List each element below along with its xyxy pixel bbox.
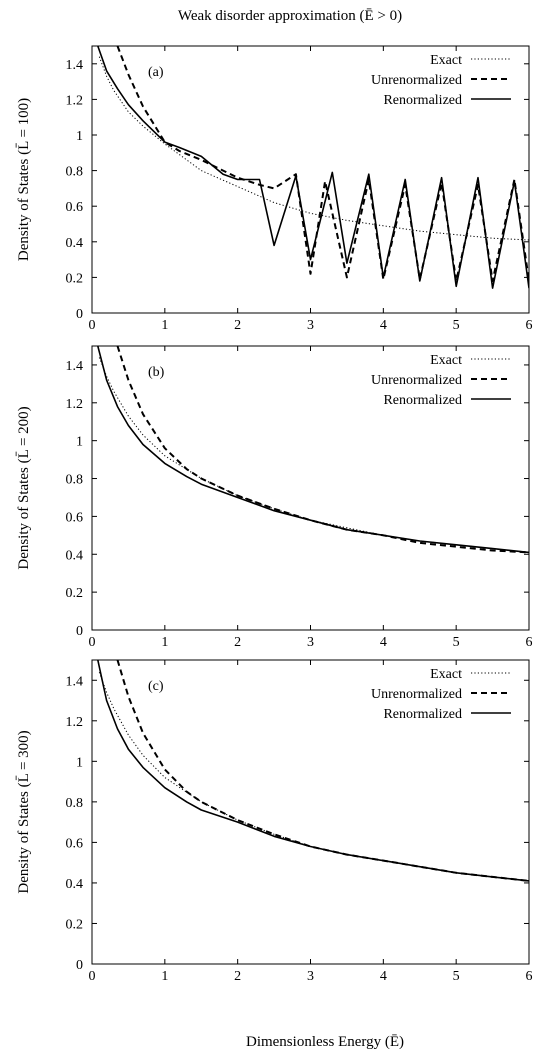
y-tick-label: 1: [76, 755, 83, 770]
y-tick-label: 1.4: [66, 674, 84, 689]
y-tick-label: 1: [76, 435, 83, 450]
y-tick-label: 0.6: [66, 200, 84, 215]
y-axis-label: Density of States (L̄ = 200): [16, 406, 32, 569]
y-tick-label: 1.4: [66, 58, 84, 73]
y-tick-label: 0.2: [66, 586, 84, 601]
x-tick-label: 1: [161, 969, 168, 984]
legend-label: Exact: [430, 53, 462, 68]
x-tick-label: 0: [89, 635, 96, 650]
legend-label: Exact: [430, 353, 462, 368]
x-axis-label: Dimensionless Energy (Ē): [246, 1034, 404, 1050]
series-line-renormalized: [97, 660, 529, 882]
series-line-exact: [98, 672, 529, 882]
y-tick-label: 0.4: [66, 236, 84, 251]
x-tick-label: 2: [234, 969, 241, 984]
series-line-exact: [98, 357, 529, 553]
chart-panel-1: 0 1 2 3 4 5 6 0 0.2 0.4 0.6 0.8 1 1.2 1.4 Density of St…: [16, 345, 533, 650]
y-tick-label: 0.4: [66, 548, 84, 563]
legend-label: Unrenormalized: [371, 687, 462, 702]
series-line-unrenormalized: [116, 46, 529, 282]
y-tick-label: 0.6: [66, 836, 84, 851]
plot-frame: [91, 659, 530, 965]
figure-title: Weak disorder approximation (Ē > 0): [178, 8, 402, 24]
x-tick-label: 4: [380, 318, 387, 333]
series-line-unrenormalized: [116, 346, 529, 554]
panel-label: (c): [148, 679, 164, 694]
x-tick-label: 4: [380, 969, 387, 984]
series-line-renormalized: [97, 346, 529, 554]
legend-label: Unrenormalized: [371, 73, 462, 88]
y-tick-label: 1.2: [66, 715, 84, 730]
x-tick-label: 6: [526, 969, 533, 984]
x-tick-label: 3: [307, 635, 314, 650]
series-line-renormalized: [97, 46, 529, 289]
y-tick-label: 0.8: [66, 796, 84, 811]
series-line-exact: [98, 56, 529, 241]
legend-label: Exact: [430, 667, 462, 682]
y-tick-label: 0: [76, 624, 83, 639]
x-tick-label: 0: [89, 969, 96, 984]
y-tick-label: 0: [76, 958, 83, 973]
x-tick-label: 5: [453, 969, 460, 984]
panel-label: (b): [148, 365, 165, 380]
x-tick-label: 1: [161, 635, 168, 650]
y-tick-label: 1: [76, 129, 83, 144]
x-tick-label: 0: [89, 318, 96, 333]
panel-label: (a): [148, 65, 164, 80]
y-tick-label: 1.2: [66, 397, 84, 412]
legend-label: Renormalized: [383, 93, 462, 108]
legend-label: Renormalized: [383, 707, 462, 722]
legend-label: Renormalized: [383, 393, 462, 408]
x-tick-label: 5: [453, 635, 460, 650]
x-tick-label: 4: [380, 635, 387, 650]
y-axis-label: Density of States (L̄ = 100): [16, 98, 32, 261]
legend-label: Unrenormalized: [371, 373, 462, 388]
y-tick-label: 0.8: [66, 473, 84, 488]
x-tick-label: 2: [234, 318, 241, 333]
y-tick-label: 1.2: [66, 93, 84, 108]
x-tick-label: 6: [526, 318, 533, 333]
x-tick-label: 6: [526, 635, 533, 650]
x-tick-label: 3: [307, 318, 314, 333]
y-tick-label: 0.2: [66, 917, 84, 932]
y-tick-label: 0.8: [66, 165, 84, 180]
x-tick-label: 1: [161, 318, 168, 333]
chart-panel-0: 0 1 2 3 4 5 6 0 0.2 0.4 0.6 0.8 1 1.2 1.4 Density of St…: [16, 45, 533, 333]
y-tick-label: 0: [76, 307, 83, 322]
y-tick-label: 1.4: [66, 359, 84, 374]
y-tick-label: 0.4: [66, 877, 84, 892]
chart-panel-2: 0 1 2 3 4 5 6 0 0.2 0.4 0.6 0.8 1 1.2 1.4 Density of St…: [16, 659, 533, 984]
x-tick-label: 5: [453, 318, 460, 333]
x-tick-label: 3: [307, 969, 314, 984]
y-tick-label: 0.6: [66, 510, 84, 525]
y-tick-label: 0.2: [66, 271, 84, 286]
series-line-unrenormalized: [116, 660, 529, 882]
plot-frame: [91, 345, 530, 631]
y-axis-label: Density of States (L̄ = 300): [16, 730, 32, 893]
x-tick-label: 2: [234, 635, 241, 650]
